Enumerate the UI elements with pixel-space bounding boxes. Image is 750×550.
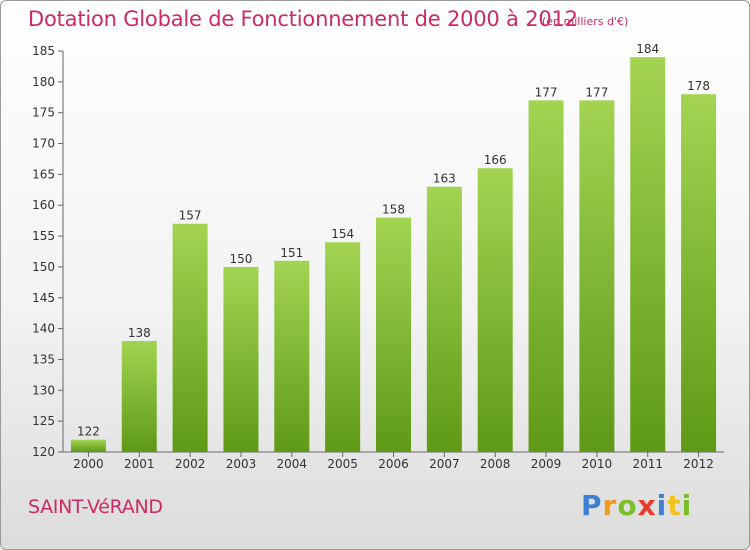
x-tick-label: 2007	[429, 457, 460, 471]
x-tick-label: 2011	[632, 457, 663, 471]
x-tick-label: 2010	[582, 457, 613, 471]
y-tick-label: 120	[32, 445, 55, 459]
x-tick-label: 2003	[226, 457, 257, 471]
bar	[681, 94, 717, 452]
logo-letter: i	[656, 489, 668, 522]
x-tick-label: 2005	[327, 457, 358, 471]
bar	[426, 186, 462, 452]
data-label: 158	[382, 203, 405, 217]
bar	[223, 266, 259, 452]
y-tick-label: 145	[32, 291, 55, 305]
logo-letter: x	[637, 489, 657, 522]
x-tick-label: 2000	[73, 457, 104, 471]
bar	[70, 439, 106, 452]
data-label: 122	[77, 425, 100, 439]
bar	[325, 242, 361, 452]
bar	[630, 57, 666, 453]
data-label: 166	[484, 153, 507, 167]
y-tick-label: 155	[32, 229, 55, 243]
y-tick-label: 180	[32, 75, 55, 89]
y-tick-label: 160	[32, 198, 55, 212]
x-tick-label: 2009	[531, 457, 562, 471]
bar	[274, 260, 310, 452]
x-tick-label: 2004	[277, 457, 308, 471]
logo-letter: r	[602, 489, 618, 522]
data-label: 151	[280, 246, 303, 260]
y-tick-label: 165	[32, 167, 55, 181]
x-tick-label: 2006	[378, 457, 409, 471]
bar	[172, 223, 208, 452]
y-tick-label: 125	[32, 414, 55, 428]
bar	[121, 340, 157, 452]
commune-name: SAINT-VéRAND	[28, 496, 163, 518]
chart-subtitle: (en milliers d'€)	[542, 15, 629, 28]
y-tick-label: 170	[32, 137, 55, 151]
bar	[477, 168, 513, 452]
data-label: 177	[585, 85, 608, 99]
x-tick-label: 2012	[683, 457, 714, 471]
data-label: 177	[535, 85, 558, 99]
x-tick-label: 2001	[124, 457, 155, 471]
data-label: 154	[331, 227, 354, 241]
data-label: 163	[433, 172, 456, 186]
logo-letter: i	[681, 489, 693, 522]
bar	[579, 100, 615, 452]
bar	[528, 100, 564, 452]
data-label: 150	[230, 252, 253, 266]
proxiti-logo: Proxiti	[581, 489, 692, 522]
data-label: 138	[128, 326, 151, 340]
y-tick-label: 175	[32, 106, 55, 120]
y-tick-label: 140	[32, 322, 55, 336]
x-tick-label: 2002	[175, 457, 206, 471]
logo-letter: o	[617, 489, 638, 522]
data-label: 157	[179, 209, 202, 223]
data-label: 178	[687, 79, 710, 93]
chart-title: Dotation Globale de Fonctionnement de 20…	[28, 7, 578, 31]
y-tick-label: 135	[32, 352, 55, 366]
logo-letter: P	[581, 489, 603, 522]
y-tick-label: 130	[32, 383, 55, 397]
data-label: 184	[636, 42, 659, 56]
bar	[376, 217, 411, 452]
y-tick-label: 185	[32, 44, 55, 58]
x-tick-label: 2008	[480, 457, 511, 471]
y-tick-label: 150	[32, 260, 55, 274]
logo-letter: t	[667, 489, 682, 522]
